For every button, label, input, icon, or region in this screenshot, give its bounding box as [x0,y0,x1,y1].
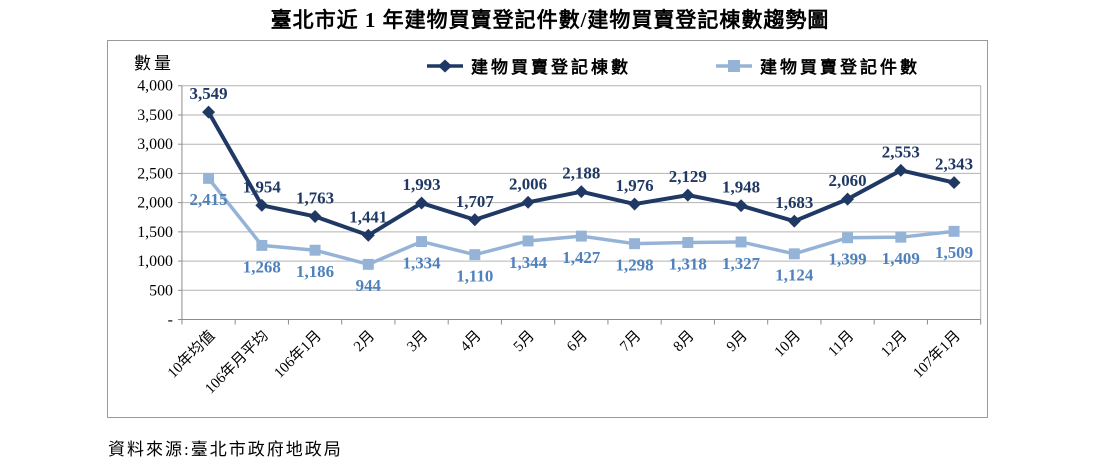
svg-text:1,509: 1,509 [935,243,973,262]
svg-text:1,110: 1,110 [456,267,493,286]
svg-text:1,409: 1,409 [882,249,920,268]
svg-text:1,186: 1,186 [296,262,334,281]
svg-text:3,549: 3,549 [190,84,228,103]
legend-label-dong-count: 建物買賣登記棟數 [471,58,631,77]
svg-text:10年均值: 10年均值 [164,327,218,381]
svg-text:7月: 7月 [617,328,644,355]
svg-text:5月: 5月 [511,328,538,355]
svg-text:2,060: 2,060 [829,171,867,190]
svg-text:1,427: 1,427 [562,248,601,267]
svg-text:10月: 10月 [772,328,804,360]
svg-text:1,500: 1,500 [137,224,173,241]
svg-text:2,500: 2,500 [137,165,173,182]
svg-text:1,763: 1,763 [296,189,334,208]
diamond-marker-icon [427,59,463,72]
square-marker-icon [716,59,752,72]
svg-text:1,318: 1,318 [669,254,707,273]
svg-text:2月: 2月 [351,328,378,355]
svg-text:1,327: 1,327 [722,254,761,273]
svg-text:1,399: 1,399 [829,250,867,269]
svg-text:11月: 11月 [825,328,857,360]
svg-text:9月: 9月 [724,328,751,355]
svg-text:1,993: 1,993 [403,175,441,194]
svg-text:1,954: 1,954 [243,177,282,196]
svg-text:-: - [168,311,173,328]
svg-text:4月: 4月 [457,328,484,355]
svg-text:500: 500 [149,282,173,299]
svg-text:12月: 12月 [878,328,910,360]
svg-text:1,976: 1,976 [616,176,654,195]
svg-text:3,500: 3,500 [137,107,173,124]
svg-text:944: 944 [356,276,382,295]
svg-text:1,707: 1,707 [456,192,495,211]
svg-text:2,000: 2,000 [137,195,173,212]
chart-box: - 500 1,000 1,500 2,000 2,500 3,000 3,500 4,000 1… [107,40,988,418]
svg-text:3,000: 3,000 [137,136,173,153]
svg-text:107年1月: 107年1月 [910,327,964,381]
svg-text:1,000: 1,000 [137,253,173,270]
svg-text:1,441: 1,441 [349,207,387,226]
legend-item-case-count: 建物買賣登記件數 [715,53,920,78]
svg-text:1,124: 1,124 [775,266,814,285]
svg-text:1,268: 1,268 [243,257,281,276]
svg-text:8月: 8月 [670,328,697,355]
svg-text:6月: 6月 [564,328,591,355]
svg-text:1,948: 1,948 [722,178,760,197]
legend: 建物買賣登記棟數 建物買賣登記件數 [426,53,920,78]
svg-text:2,553: 2,553 [882,142,920,161]
y-axis-title: 數量 [134,54,174,73]
svg-text:3月: 3月 [404,328,431,355]
svg-text:106年1月: 106年1月 [271,327,325,381]
svg-text:1,344: 1,344 [509,253,548,272]
svg-text:1,298: 1,298 [616,256,654,275]
svg-text:1,334: 1,334 [403,253,442,272]
svg-text:2,129: 2,129 [669,167,707,186]
svg-text:2,188: 2,188 [562,164,600,183]
legend-item-dong-count: 建物買賣登記棟數 [426,53,631,78]
svg-text:2,343: 2,343 [935,155,973,174]
legend-label-case-count: 建物買賣登記件數 [760,58,920,77]
svg-text:2,006: 2,006 [509,174,547,193]
svg-text:2,415: 2,415 [190,190,228,209]
svg-text:4,000: 4,000 [137,78,173,95]
chart-title: 臺北市近 1 年建物買賣登記件數/建物買賣登記棟數趨勢圖 [270,8,830,32]
line-chart-plot: - 500 1,000 1,500 2,000 2,500 3,000 3,500 4,000 1… [137,78,982,397]
source-note: 資料來源:臺北市政府地政局 [108,440,343,459]
svg-text:1,683: 1,683 [775,193,813,212]
